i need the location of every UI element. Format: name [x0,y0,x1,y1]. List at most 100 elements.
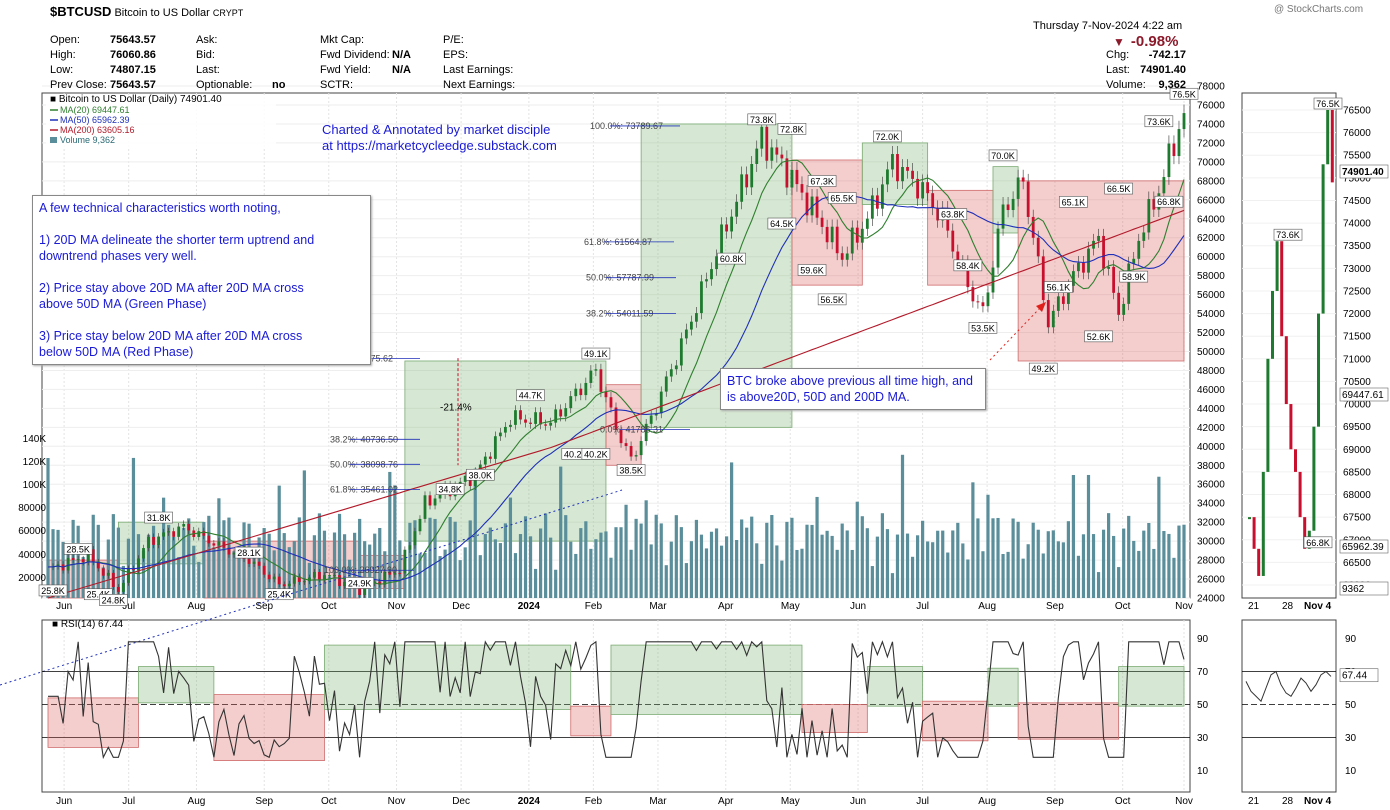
volume-bar [433,518,437,598]
candle-body [820,217,824,227]
breakout-note: BTC broke above previous all time high, … [720,368,986,410]
candle-body [388,572,392,575]
volume-bar [835,549,839,598]
candle-body [1051,310,1055,328]
candle-body [674,365,678,370]
price-label-box [99,594,128,606]
candle-body [1077,262,1080,272]
side-label-box [1313,97,1343,110]
volume-bar [327,576,332,598]
candle-body [297,576,301,582]
volume-bar [182,527,186,598]
side-rsi-tick-label: 10 [1345,766,1357,777]
volume-tick-label: 60000 [18,526,46,537]
volume-bar [66,549,70,598]
candle-body [1142,232,1146,241]
candle-body [267,574,271,580]
volume-bar [659,523,663,598]
volume-tick-label: 20000 [18,573,46,584]
volume-bar [232,551,236,598]
watermark: @ StockCharts.com [1274,4,1364,15]
rsi-x-tick-label: 2024 [518,796,541,807]
volume-bar [408,522,412,598]
rsi-x-tick-label: Jul [122,796,135,807]
candle-body [765,126,769,161]
candle-body [1006,204,1010,211]
volume-bar [1041,553,1045,598]
volume-bar [1177,525,1181,598]
x-tick-label: 2024 [518,601,541,612]
x-tick-label: Nov [388,601,406,612]
candle-body [991,267,995,293]
volume-bar [961,543,965,598]
y-tick-label: 62000 [1197,233,1225,244]
candle-body [418,518,422,532]
volume-bar [740,519,744,598]
header-label: Mkt Cap: [320,34,365,46]
volume-bar [966,559,970,598]
price-label-boxes: 28.5K25.4K24.8K25.8K31.8K28.1K25.4K24.9K… [38,87,1199,606]
candle-body [71,557,75,561]
volume-bar [664,565,668,598]
price-label-box [345,577,374,589]
candle-body [1167,143,1171,178]
candle-body [574,388,578,397]
rsi-x-tick-label: Apr [718,796,734,807]
header-value: N/A [392,49,411,61]
candle-body [770,147,774,161]
volume-bar [895,534,900,598]
price-label: 40.2K [584,449,608,459]
volume-bar [870,566,874,598]
price-label: 28.5K [66,544,90,554]
volume-bar [111,514,115,598]
candle-body [121,582,125,592]
y-tick-label: 24000 [1197,594,1225,605]
volume-bar [312,535,317,598]
candle-body [564,408,568,417]
candle-body [599,369,603,392]
side-candle [1326,110,1330,165]
x-tick-label: Oct [321,601,337,612]
volume-bar [353,532,357,598]
side-candle [1312,426,1316,531]
side-candle [1330,110,1334,183]
header-value: 74807.15 [110,64,156,76]
candle-body [1061,296,1065,304]
candle-body [227,547,231,555]
volume-bar [1137,550,1141,598]
price-label: 28.1K [237,548,261,558]
x-tick-label: Oct [1115,601,1131,612]
candle-body [307,577,311,582]
candle-body [639,441,643,456]
candle-body [695,313,698,322]
price-label: 72.8K [780,124,804,134]
x-tick-label: Feb [585,601,603,612]
candle-body [750,163,754,188]
side-y-tick-label: 69000 [1343,445,1371,456]
y-tick-label: 28000 [1197,556,1225,567]
volume-bar [1061,542,1065,598]
header-label: Last: [196,64,220,76]
volume-tick-label: 100K [23,480,47,491]
candle-body [1036,237,1040,257]
volume-bar [1046,531,1050,598]
price-label-box [1154,195,1184,208]
volume-bar [156,544,161,598]
volume-bar [941,530,945,598]
candle-body [157,536,160,545]
header-value: no [272,79,286,91]
volume-bar [1107,513,1111,598]
volume-bar [202,522,206,598]
candle-body [483,456,487,465]
price-label-box [1044,281,1073,293]
price-label-box [234,546,264,559]
header-label: Fwd Yield: [320,64,371,76]
candle-body [1041,256,1045,301]
side-x-label: 28 [1282,601,1294,612]
volume-bar [724,536,729,598]
candle-body [398,572,402,574]
volume-bar [946,552,950,598]
side-rsi-x-label: 21 [1248,796,1260,807]
volume-bar [498,543,502,598]
